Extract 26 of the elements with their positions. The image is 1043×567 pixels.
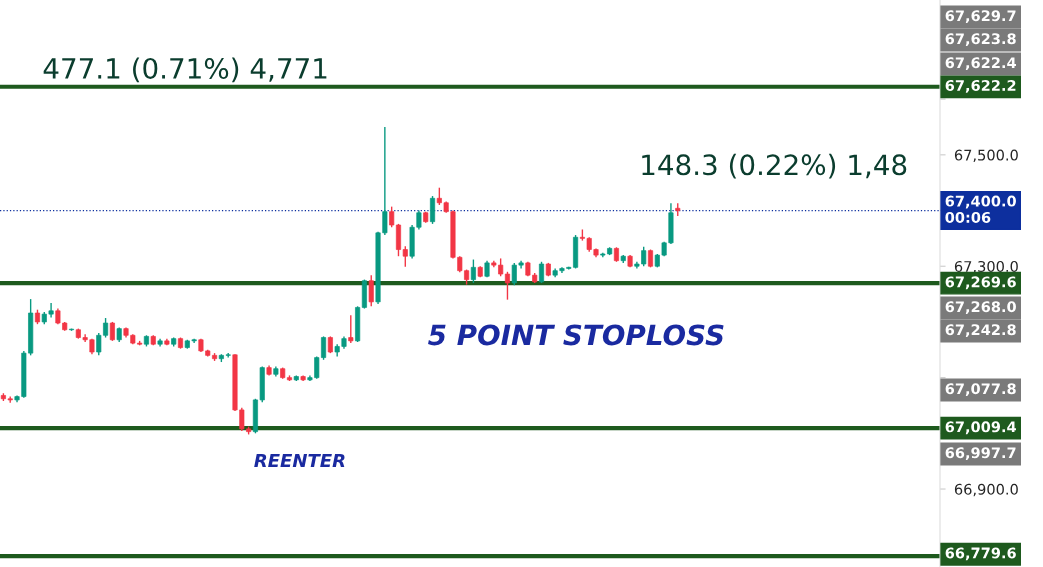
candlestick [348, 314, 354, 344]
candlestick [538, 261, 545, 284]
ref-line-label: 66,779.6 [945, 547, 1016, 561]
y-tick-label: 66,900.0 [954, 483, 1018, 497]
y-tick-label: 67,300.0 [954, 260, 1018, 274]
candlestick [389, 205, 395, 228]
annotation: REENTER [254, 453, 345, 468]
ref-line-label: 67,622.2 [945, 79, 1016, 93]
text: 66,997.7 [945, 447, 1016, 461]
candlestick [430, 195, 436, 225]
annotation: 477.1 (0.71%) 4,771 [43, 57, 327, 83]
ref-line-label: 67,009.4 [945, 421, 1016, 435]
text: 67,242.8 [945, 324, 1016, 338]
candlestick [368, 274, 374, 308]
candlestick [470, 258, 476, 284]
y-tick-label: 67,500.0 [954, 149, 1018, 163]
annotation: 5 POINT STOPLOSS [428, 324, 724, 346]
text: 67,268.0 [945, 301, 1016, 315]
candlestick [504, 271, 510, 301]
ref-line-label: 67,400.0 00:06 [945, 195, 1016, 223]
annotation: 148.3 (0.22%) 1,48 [642, 153, 907, 179]
text: 67,623.8 [945, 33, 1016, 47]
text: 67,629.7 [945, 10, 1016, 24]
ref-line-label: 67,269.6 [945, 276, 1016, 290]
text: 67,622.4 [945, 57, 1016, 71]
text: 67,077.8 [945, 383, 1016, 397]
